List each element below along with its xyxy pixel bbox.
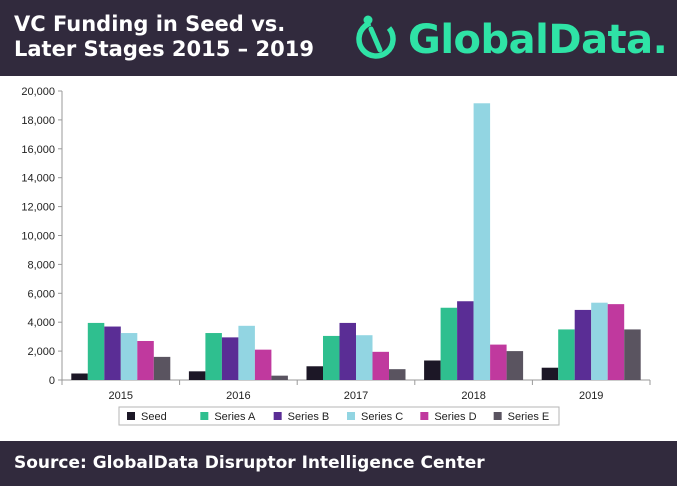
legend-swatch	[273, 412, 282, 420]
y-tick-label: 18,000	[21, 115, 55, 127]
bar-series-e	[271, 375, 288, 380]
legend-box	[118, 406, 560, 426]
legend-label: Series A	[214, 411, 256, 423]
bar-series-d	[254, 349, 272, 380]
bar-series-d	[607, 304, 625, 380]
bar-seed	[541, 367, 559, 380]
bar-series-b	[574, 309, 592, 380]
legend-label: Series B	[288, 411, 330, 423]
bar-series-e	[153, 356, 171, 380]
bar-series-a	[323, 335, 340, 380]
y-tick-label: 0	[49, 375, 55, 387]
y-tick-label: 8,000	[27, 259, 55, 271]
y-tick-label: 20,000	[21, 86, 55, 98]
bar-chart: 0 2,000 4,000 6,000 8,000 10,000 12,000 14,000 1…	[21, 86, 651, 426]
y-tick-label: 12,000	[21, 202, 55, 214]
bar-series-a	[558, 329, 575, 380]
brand-name: GlobalData.	[408, 17, 668, 63]
legend-swatch	[347, 412, 355, 420]
source-note: Source: GlobalData Disruptor Intelligenc…	[14, 453, 485, 473]
bar-series-c	[120, 333, 138, 380]
legend-label: Series E	[508, 411, 550, 423]
bar-series-c	[238, 325, 255, 380]
x-tick-label: 2015	[109, 390, 133, 402]
bar-seed	[424, 360, 441, 380]
chart-title: VC Funding in Seed vs. Later Stages 2015…	[14, 12, 314, 61]
bar-seed	[188, 371, 206, 380]
x-tick-label: 2017	[344, 390, 368, 402]
bar-series-e	[624, 329, 641, 380]
brand-logo: GlobalData.	[352, 12, 668, 64]
bar-series-c	[473, 103, 491, 380]
legend-swatch	[493, 412, 502, 420]
y-tick-label: 6,000	[27, 288, 55, 300]
footer-banner: Source: GlobalData Disruptor Intelligenc…	[0, 441, 677, 486]
legend-swatch	[200, 412, 209, 420]
x-tick-label: 2018	[461, 390, 485, 402]
bar-series-d	[490, 344, 507, 380]
x-tick-label: 2019	[579, 390, 603, 402]
bar-series-b	[104, 326, 121, 380]
x-tick-label: 2016	[226, 390, 250, 402]
y-tick-label: 2,000	[27, 346, 55, 358]
bar-series-a	[87, 322, 105, 380]
globaldata-logo-icon	[356, 15, 396, 59]
legend-swatch	[420, 412, 429, 420]
bar-series-e	[506, 351, 524, 380]
y-tick-label: 16,000	[21, 144, 55, 156]
y-tick-label: 14,000	[21, 173, 55, 185]
legend-label: Seed	[141, 411, 167, 423]
legend-label: Series C	[361, 411, 403, 423]
legend-label: Series D	[434, 411, 476, 423]
bar-series-e	[389, 369, 406, 380]
chart-area: 0 2,000 4,000 6,000 8,000 10,000 12,000 14,000 1…	[0, 80, 677, 436]
header-banner: VC Funding in Seed vs. Later Stages 2015…	[0, 0, 677, 76]
bar-seed	[71, 373, 88, 380]
bar-series-d	[372, 351, 389, 380]
bar-series-c	[356, 335, 373, 380]
bar-series-a	[205, 333, 222, 380]
legend-swatch	[127, 412, 135, 420]
bar-series-d	[137, 340, 154, 380]
bar-seed	[306, 366, 323, 380]
bar-series-b	[339, 322, 356, 380]
y-tick-label: 4,000	[27, 317, 55, 329]
bar-series-c	[591, 302, 608, 380]
bar-series-a	[440, 307, 458, 380]
bar-series-b	[457, 301, 474, 380]
y-tick-label: 10,000	[21, 231, 55, 243]
bar-series-b	[221, 337, 239, 380]
